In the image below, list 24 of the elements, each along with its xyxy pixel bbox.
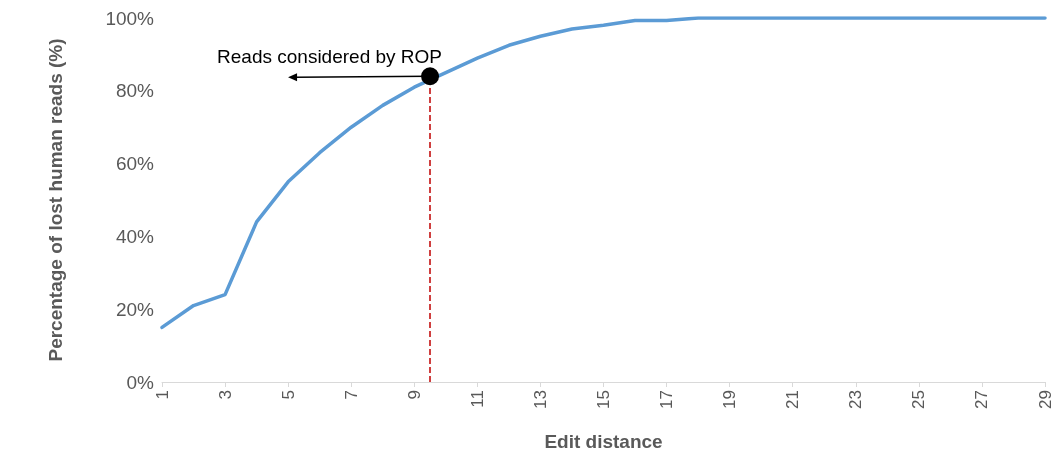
annotation: Reads considered by ROP — [217, 46, 442, 69]
x-tick-label: 7 — [341, 390, 361, 400]
x-tick-label: 9 — [404, 390, 424, 400]
x-tick-label: 1 — [152, 390, 172, 400]
y-tick-label: 80% — [115, 80, 155, 102]
y-tick-label: 60% — [115, 153, 155, 175]
x-tick-label: 11 — [467, 390, 487, 408]
x-tick-label: 13 — [530, 390, 550, 409]
y-tick-label: 20% — [115, 298, 155, 320]
x-tick-label: 29 — [1035, 390, 1055, 409]
x-tick-label: 19 — [720, 390, 740, 409]
x-tick-label: 3 — [215, 390, 235, 400]
x-axis-title: Edit distance — [544, 431, 663, 452]
y-tick-label: 100% — [105, 7, 155, 29]
y-tick-label: 0% — [126, 371, 155, 393]
y-tick-label: 40% — [115, 225, 155, 247]
x-tick-label: 23 — [846, 390, 866, 409]
x-tick-label: 27 — [972, 390, 992, 409]
x-tick-label: 21 — [783, 390, 803, 409]
x-tick-label: 15 — [594, 390, 613, 409]
x-tick-label: 5 — [278, 390, 298, 400]
y-axis-title: Percentage of lost human reads (%) — [44, 38, 66, 362]
x-tick-label: 17 — [657, 390, 677, 409]
x-tick-label: 25 — [909, 390, 929, 409]
